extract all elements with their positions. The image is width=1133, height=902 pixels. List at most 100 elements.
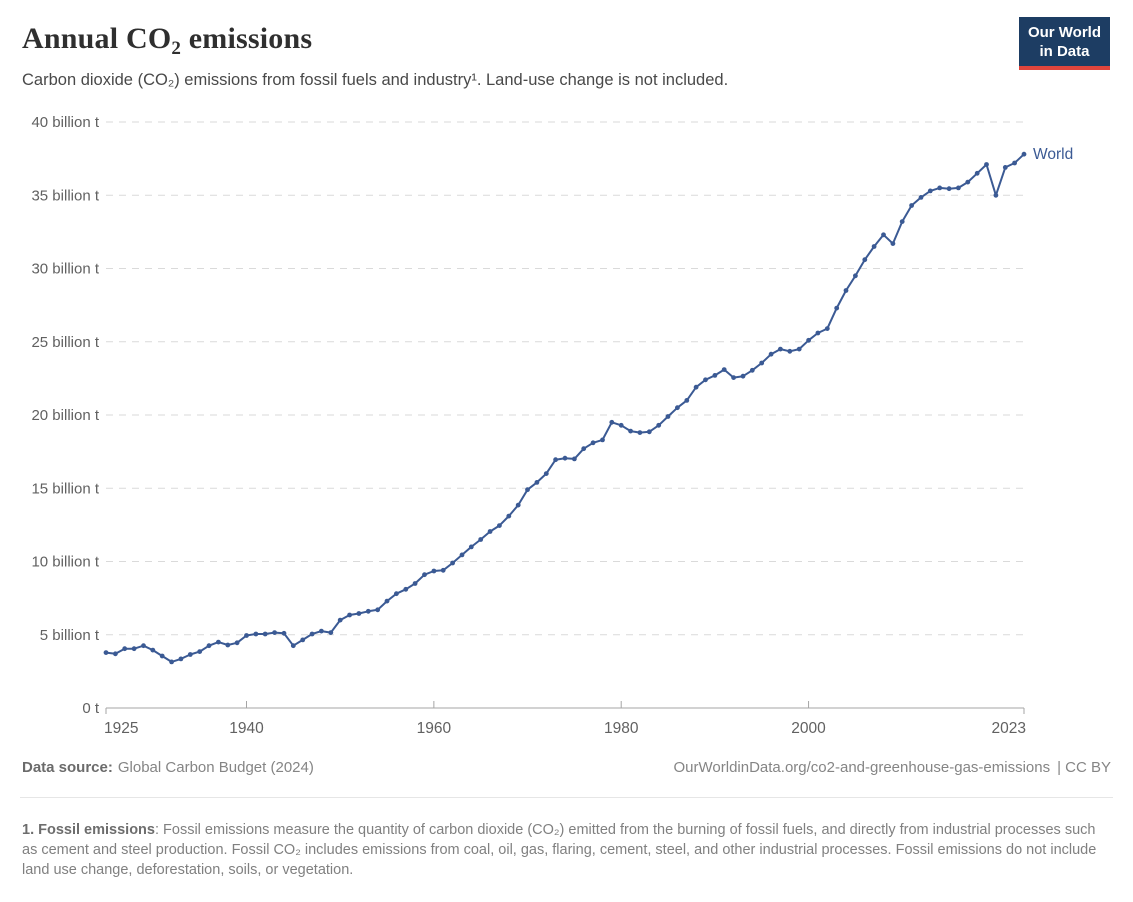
- data-point: [628, 428, 633, 434]
- data-point: [965, 179, 971, 185]
- co2-subscript: 2: [171, 38, 182, 59]
- data-point: [609, 419, 615, 425]
- data-point: [553, 457, 558, 463]
- data-point: [862, 257, 868, 263]
- data-point: [328, 630, 334, 635]
- data-source-value: Global Carbon Budget (2024): [117, 759, 314, 776]
- data-point: [731, 375, 736, 380]
- data-point: [693, 384, 699, 390]
- data-point: [562, 455, 568, 461]
- data-point: [768, 351, 774, 357]
- series-line: [105, 153, 1025, 663]
- data-point: [122, 646, 128, 652]
- x-tick-label: 1940: [229, 720, 264, 737]
- data-point: [422, 572, 427, 578]
- y-tick-label: 40 billion t: [31, 114, 99, 131]
- data-point: [881, 232, 886, 238]
- data-point: [497, 523, 502, 528]
- footnote: 1. Fossil emissions: Fossil emissions me…: [22, 820, 1107, 880]
- data-point: [909, 203, 914, 208]
- data-point: [197, 649, 203, 654]
- data-point: [487, 529, 493, 534]
- data-point: [946, 186, 952, 192]
- data-point: [459, 552, 465, 558]
- data-point: [646, 429, 652, 435]
- data-point: [150, 647, 156, 653]
- x-tick-label: 2000: [791, 720, 826, 737]
- data-point: [1012, 160, 1017, 166]
- chart-area: 0 t 5 billion t 10 billion t 15 billion t 20…: [0, 108, 1133, 758]
- data-point: [656, 422, 662, 428]
- data-point: [178, 656, 184, 662]
- data-point: [956, 185, 961, 191]
- data-point: [871, 244, 877, 249]
- emissions-chart: 0 t 5 billion t 10 billion t 15 billion t 20…: [31, 114, 1073, 737]
- data-point: [113, 651, 118, 657]
- data-point: [431, 568, 437, 574]
- data-point: [365, 608, 371, 614]
- y-tick-label: 30 billion t: [31, 261, 99, 278]
- owid-url-link[interactable]: OurWorldinData.org/co2-and-greenhouse-ga…: [673, 759, 1051, 776]
- data-point: [740, 373, 746, 379]
- data-point: [815, 330, 821, 336]
- data-point: [412, 581, 418, 586]
- data-point: [468, 544, 474, 550]
- data-source: Data source: Global Carbon Budget (2024): [22, 759, 314, 776]
- data-point: [749, 367, 755, 373]
- data-point: [534, 480, 540, 485]
- data-point: [131, 646, 137, 652]
- data-point: [927, 188, 933, 194]
- footnote-text: : Fossil emissions measure the quantity …: [22, 822, 1097, 878]
- data-point: [478, 537, 484, 542]
- data-point: [375, 607, 381, 613]
- entity-label: World: [1033, 146, 1073, 163]
- data-point: [937, 185, 943, 191]
- data-point: [506, 513, 512, 519]
- x-tick-label: 2023: [992, 720, 1026, 737]
- data-point: [834, 305, 840, 311]
- owid-logo[interactable]: Our World in Data: [1018, 17, 1110, 70]
- x-tick-label: 1980: [604, 720, 639, 737]
- data-point: [787, 348, 793, 354]
- data-point: [290, 643, 296, 649]
- data-point: [806, 337, 811, 343]
- data-point: [899, 219, 905, 224]
- data-point: [543, 471, 549, 476]
- y-tick-label: 10 billion t: [31, 554, 99, 571]
- data-point: [216, 639, 221, 645]
- data-point: [403, 586, 409, 592]
- data-point: [440, 567, 446, 573]
- data-point: [1002, 165, 1008, 170]
- data-point: [525, 487, 530, 493]
- data-point: [1021, 151, 1027, 157]
- data-point: [703, 377, 708, 383]
- data-point: [590, 440, 596, 446]
- y-tick-label: 35 billion t: [31, 187, 99, 204]
- data-point: [665, 414, 671, 419]
- x-tick-label: 1925: [104, 720, 138, 737]
- data-point: [721, 367, 727, 372]
- data-point: [141, 643, 146, 649]
- data-point: [225, 642, 231, 648]
- data-point: [169, 659, 175, 665]
- chart-subtitle: Carbon dioxide (CO₂) emissions from foss…: [22, 71, 729, 89]
- data-point: [918, 195, 924, 200]
- data-point: [356, 611, 362, 616]
- data-point: [843, 288, 849, 293]
- data-point: [824, 326, 830, 331]
- data-point: [759, 360, 765, 366]
- data-point: [984, 162, 989, 167]
- data-point: [309, 631, 315, 637]
- footer-right: OurWorldinData.org/co2-and-greenhouse-ga…: [674, 759, 1111, 776]
- data-point: [637, 430, 643, 435]
- data-point: [394, 591, 399, 597]
- data-point: [159, 653, 165, 659]
- data-point: [347, 612, 352, 618]
- data-point: [281, 630, 287, 636]
- data-point: [600, 437, 605, 443]
- license-label: | CC BY: [1057, 759, 1111, 776]
- chart-footer: Data source: Global Carbon Budget (2024) …: [22, 759, 1111, 776]
- data-point: [712, 373, 718, 378]
- data-point: [853, 273, 858, 279]
